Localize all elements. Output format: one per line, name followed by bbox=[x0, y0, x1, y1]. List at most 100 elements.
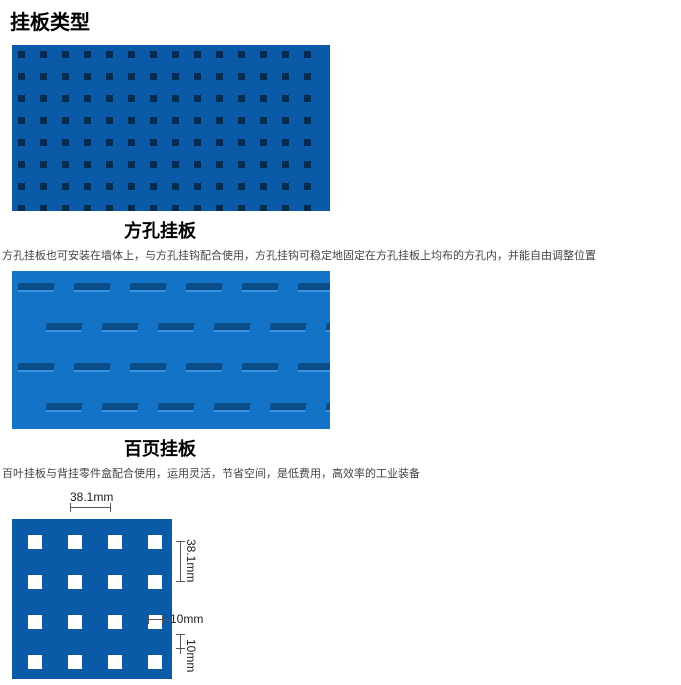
square-hole bbox=[128, 117, 135, 124]
square-hole bbox=[238, 161, 245, 168]
square-hole bbox=[106, 183, 113, 190]
square-hole bbox=[128, 73, 135, 80]
square-hole bbox=[194, 73, 201, 80]
square-hole bbox=[150, 51, 157, 58]
square-hole bbox=[40, 183, 47, 190]
square-hole bbox=[62, 51, 69, 58]
square-hole bbox=[128, 205, 135, 211]
square-hole bbox=[304, 139, 311, 146]
louver-slot bbox=[129, 283, 166, 292]
louver-slot bbox=[213, 403, 250, 412]
louver-panel-figure bbox=[12, 271, 681, 429]
square-hole bbox=[106, 51, 113, 58]
square-hole bbox=[150, 205, 157, 211]
square-hole bbox=[84, 161, 91, 168]
square-hole bbox=[194, 205, 201, 211]
square-hole bbox=[304, 95, 311, 102]
square-hole bbox=[282, 95, 289, 102]
square-hole bbox=[84, 95, 91, 102]
square-hole bbox=[128, 139, 135, 146]
square-hole bbox=[84, 117, 91, 124]
dim-spacing-v: 38.1mm bbox=[184, 539, 198, 582]
square-hole bbox=[106, 161, 113, 168]
square-hole bbox=[238, 95, 245, 102]
louver-slot bbox=[297, 283, 330, 292]
dim-block-hole bbox=[28, 535, 42, 549]
louver-slot bbox=[129, 363, 166, 372]
square-section-description: 方孔挂板也可安装在墙体上，与方孔挂钩配合使用，方孔挂钩可稳定地固定在方孔挂板上均… bbox=[0, 247, 681, 263]
louver-slot bbox=[17, 363, 54, 372]
dim-block-hole bbox=[148, 655, 162, 669]
square-hole bbox=[18, 183, 25, 190]
square-hole bbox=[172, 183, 179, 190]
square-hole bbox=[84, 183, 91, 190]
square-hole bbox=[172, 139, 179, 146]
square-hole bbox=[172, 117, 179, 124]
square-hole bbox=[18, 139, 25, 146]
square-hole bbox=[172, 205, 179, 211]
square-hole bbox=[216, 73, 223, 80]
square-hole bbox=[40, 73, 47, 80]
square-hole bbox=[106, 117, 113, 124]
square-hole bbox=[18, 205, 25, 211]
square-hole bbox=[260, 73, 267, 80]
dim-hole-w: 10mm bbox=[170, 612, 203, 626]
square-hole bbox=[282, 161, 289, 168]
square-hole bbox=[216, 117, 223, 124]
square-hole bbox=[128, 183, 135, 190]
dim-block-hole bbox=[108, 575, 122, 589]
square-hole bbox=[304, 205, 311, 211]
square-hole bbox=[238, 117, 245, 124]
square-hole bbox=[84, 51, 91, 58]
square-hole bbox=[172, 95, 179, 102]
louver-section-title: 百页挂板 bbox=[0, 435, 320, 461]
dim-spacing-h: 38.1mm bbox=[70, 490, 113, 504]
dim-hole-h: 10mm bbox=[184, 639, 198, 672]
square-hole bbox=[216, 161, 223, 168]
louver-slot bbox=[213, 323, 250, 332]
square-hole bbox=[150, 95, 157, 102]
louver-slot bbox=[269, 403, 306, 412]
louver-slot bbox=[73, 363, 110, 372]
square-hole bbox=[216, 51, 223, 58]
square-hole bbox=[62, 95, 69, 102]
square-hole bbox=[40, 161, 47, 168]
louver-slot bbox=[101, 403, 138, 412]
square-hole bbox=[282, 117, 289, 124]
louver-slot bbox=[241, 363, 278, 372]
square-hole bbox=[128, 95, 135, 102]
square-hole bbox=[84, 73, 91, 80]
square-hole bbox=[238, 139, 245, 146]
louver-slot bbox=[185, 363, 222, 372]
dim-block-hole bbox=[108, 655, 122, 669]
square-hole bbox=[150, 161, 157, 168]
square-hole bbox=[260, 117, 267, 124]
dim-block-hole bbox=[28, 615, 42, 629]
square-hole bbox=[150, 117, 157, 124]
square-hole bbox=[84, 205, 91, 211]
square-hole-panel-figure bbox=[12, 45, 681, 211]
square-hole bbox=[106, 73, 113, 80]
square-hole bbox=[18, 117, 25, 124]
louver-slot bbox=[157, 403, 194, 412]
square-hole bbox=[194, 183, 201, 190]
square-hole bbox=[194, 117, 201, 124]
louver-slot bbox=[45, 323, 82, 332]
square-hole bbox=[40, 117, 47, 124]
square-hole bbox=[216, 205, 223, 211]
louver-slot bbox=[17, 283, 54, 292]
dim-block-hole bbox=[148, 535, 162, 549]
dim-block-hole bbox=[148, 615, 162, 629]
square-hole bbox=[238, 183, 245, 190]
square-hole bbox=[150, 183, 157, 190]
square-hole bbox=[40, 205, 47, 211]
square-hole bbox=[84, 139, 91, 146]
square-hole bbox=[150, 139, 157, 146]
square-hole bbox=[40, 139, 47, 146]
louver-slot bbox=[325, 403, 330, 412]
square-hole bbox=[18, 73, 25, 80]
louver-slot bbox=[269, 323, 306, 332]
dim-block-hole bbox=[148, 575, 162, 589]
louver-slot bbox=[45, 403, 82, 412]
square-hole bbox=[172, 51, 179, 58]
